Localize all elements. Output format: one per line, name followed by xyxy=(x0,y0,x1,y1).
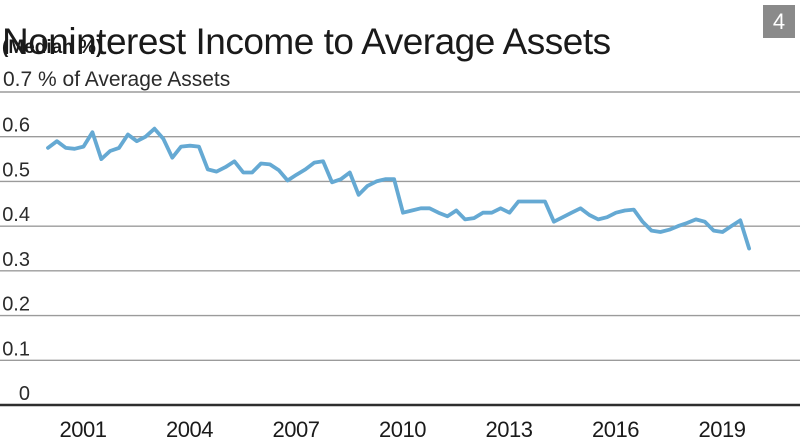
y-tick-label: 0.3 xyxy=(2,249,30,271)
chart-subtitle: (Median %) xyxy=(2,37,103,58)
x-tick-label: 2010 xyxy=(379,417,426,442)
y-tick-label: 0.4 xyxy=(2,204,30,226)
y-axis-unit-label: 0.7 % of Average Assets xyxy=(3,68,230,91)
page-number-badge: 4 xyxy=(763,5,795,38)
x-tick-label: 2007 xyxy=(273,417,320,442)
x-tick-label: 2016 xyxy=(592,417,639,442)
y-tick-label: 0.1 xyxy=(2,338,30,360)
y-tick-label: 0.2 xyxy=(2,294,30,316)
y-tick-label: 0.6 xyxy=(2,115,30,137)
y-tick-label: 0.5 xyxy=(2,159,30,181)
x-tick-label: 2004 xyxy=(166,417,213,442)
chart-title: Noninterest Income to Average Assets xyxy=(2,20,611,62)
x-tick-label: 2001 xyxy=(60,417,107,442)
y-tick-label: 0 xyxy=(19,383,30,405)
data-line-noninterest-income xyxy=(46,126,751,251)
x-tick-label: 2019 xyxy=(699,417,746,442)
x-tick-label: 2013 xyxy=(486,417,533,442)
